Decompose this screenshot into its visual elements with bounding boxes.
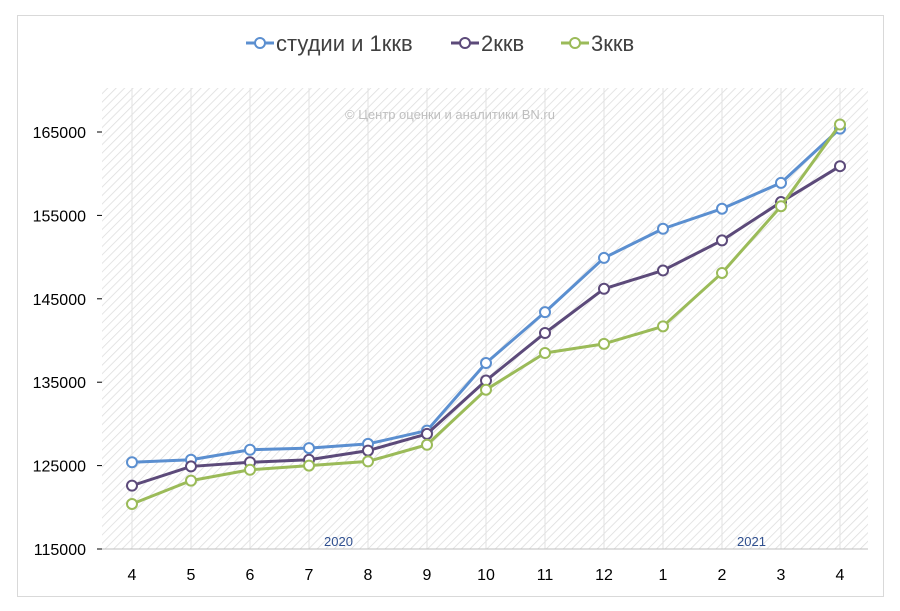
y-tick-label: 115000 [34, 542, 86, 559]
data-point [834, 160, 846, 173]
y-tick-label: 145000 [33, 292, 86, 309]
legend-label: студии и 1ккв [276, 31, 413, 56]
legend-item: 3ккв [561, 31, 634, 56]
data-point [480, 357, 492, 370]
x-tick-label: 8 [364, 567, 373, 584]
watermark-text: © Центр оценки и аналитики BN.ru [345, 107, 555, 122]
year-label: 2020 [324, 534, 353, 549]
x-tick-label: 4 [836, 567, 845, 584]
legend-item: студии и 1ккв [246, 31, 413, 56]
x-tick-label: 5 [187, 567, 196, 584]
data-point [657, 320, 669, 333]
data-point [126, 479, 138, 492]
data-point [775, 176, 787, 189]
legend-marker [569, 37, 581, 49]
data-point [539, 326, 551, 339]
data-point [716, 266, 728, 279]
data-point [185, 460, 197, 473]
data-point [834, 118, 846, 131]
data-point [421, 438, 433, 451]
legend-marker [459, 37, 471, 49]
y-tick-label: 165000 [33, 125, 86, 142]
legend-item: 2ккв [451, 31, 524, 56]
data-point [126, 456, 138, 469]
data-point [480, 383, 492, 396]
series-3 [126, 118, 846, 510]
legend: студии и 1ккв 2ккв 3ккв [246, 31, 634, 56]
data-point [362, 444, 374, 457]
data-point [126, 497, 138, 510]
data-point [598, 282, 610, 295]
data-point [539, 347, 551, 360]
x-tick-label: 12 [595, 567, 613, 584]
data-point [244, 443, 256, 456]
x-tick-label: 3 [777, 567, 786, 584]
y-tick-label: 135000 [33, 375, 86, 392]
data-point [539, 306, 551, 319]
data-point [303, 459, 315, 472]
x-tick-label: 2 [718, 567, 727, 584]
data-point [716, 202, 728, 215]
legend-label: 3ккв [591, 31, 634, 56]
y-tick-label: 125000 [33, 459, 86, 476]
data-point [185, 474, 197, 487]
x-tick-label: 1 [659, 567, 668, 584]
data-point [303, 442, 315, 455]
data-point [775, 200, 787, 213]
x-tick-label: 7 [305, 567, 314, 584]
x-tick-label: 6 [246, 567, 255, 584]
x-tick-label: 9 [423, 567, 432, 584]
year-label: 2021 [737, 534, 766, 549]
x-tick-label: 4 [128, 567, 137, 584]
data-point [716, 234, 728, 247]
data-point [598, 251, 610, 264]
y-tick-label: 155000 [33, 208, 86, 225]
data-point [657, 222, 669, 235]
data-point [657, 264, 669, 277]
data-point [244, 463, 256, 476]
legend-marker [254, 37, 266, 49]
x-tick-label: 11 [537, 567, 554, 584]
data-point [598, 337, 610, 350]
x-tick-label: 10 [477, 567, 495, 584]
data-point [362, 455, 374, 468]
data-point [421, 427, 433, 440]
legend-label: 2ккв [481, 31, 524, 56]
plot-area-background [102, 88, 868, 549]
